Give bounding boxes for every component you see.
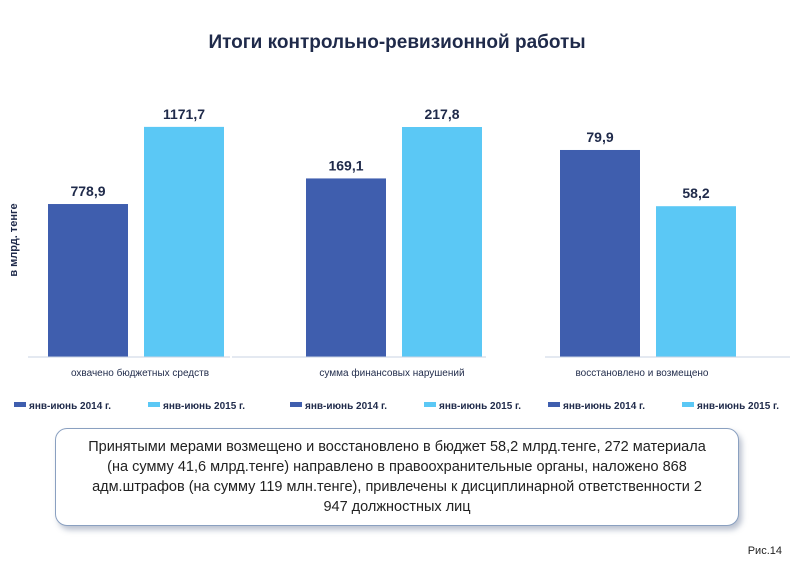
bar <box>48 204 128 357</box>
data-label: 778,9 <box>70 183 105 199</box>
bar <box>560 149 640 357</box>
category-label: охвачено бюджетных средств <box>71 367 209 379</box>
bar <box>144 126 224 358</box>
data-label: 58,2 <box>682 185 709 201</box>
legend-swatch <box>682 402 694 407</box>
legend-label: янв-июнь 2014 г. <box>29 401 111 412</box>
page-title: Итоги контрольно-ревизионной работы <box>208 32 586 53</box>
data-label: 217,8 <box>424 106 459 122</box>
legend-swatch <box>290 402 302 407</box>
bar <box>306 178 386 357</box>
summary-note-box: Принятыми мерами возмещено и восстановле… <box>55 428 739 526</box>
legend-swatch <box>148 402 160 407</box>
summary-note-text: Принятыми мерами возмещено и восстановле… <box>88 439 706 515</box>
legend-label: янв-июнь 2015 г. <box>439 401 521 412</box>
bar <box>656 206 736 357</box>
category-label: восстановлено и возмещено <box>575 368 708 379</box>
figure-label: Рис.14 <box>747 545 782 557</box>
category-label: сумма финансовых нарушений <box>319 367 464 379</box>
legend-label: янв-июнь 2015 г. <box>697 401 779 412</box>
legend-swatch <box>14 402 26 407</box>
legend-label: янв-июнь 2015 г. <box>163 401 245 412</box>
data-label: 1171,7 <box>163 106 205 122</box>
data-label: 169,1 <box>328 157 363 173</box>
data-label: 79,9 <box>586 129 613 145</box>
legend-label: янв-июнь 2014 г. <box>563 401 645 412</box>
legend-label: янв-июнь 2014 г. <box>305 401 387 412</box>
legend-swatch <box>548 402 560 407</box>
bar <box>402 127 482 357</box>
bar-charts: 778,9 1171,7 охвачено бюджетных средств 169… <box>14 106 790 412</box>
legend-swatch <box>424 402 436 407</box>
